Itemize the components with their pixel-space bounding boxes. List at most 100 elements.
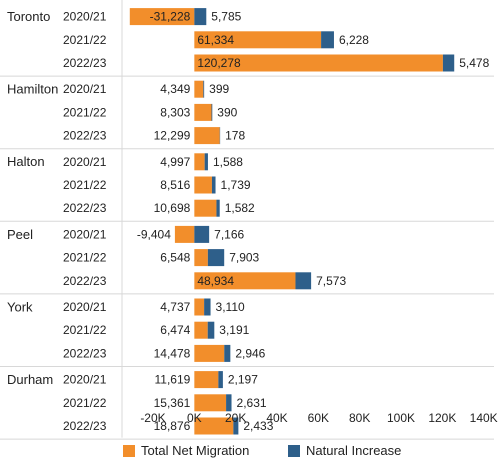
net-migration-value-label: 6,474 [160,323,190,337]
net-migration-value-label: 12,299 [154,129,191,143]
natural-increase-bar [218,371,223,389]
region-label: Hamilton [7,82,58,97]
net-migration-value-label: 4,997 [160,155,190,169]
net-migration-value-label: 10,698 [154,201,191,215]
natural-increase-bar [295,272,312,290]
natural-increase-bar [204,153,208,171]
x-tick-label: 40K [266,411,287,425]
natural-increase-value-label: 5,478 [459,56,489,70]
x-tick-label: 100K [387,411,415,425]
natural-increase-value-label: 1,582 [225,201,255,215]
x-tick-label: -20K [140,411,165,425]
natural-increase-value-label: 7,166 [214,227,244,241]
net-migration-value-label: -31,228 [150,10,191,24]
region-label: Halton [7,154,45,169]
legend: Total Net Migration Natural Increase [0,441,500,461]
natural-increase-bar [207,321,215,339]
natural-increase-bar [211,103,213,121]
net-migration-value-label: 61,334 [197,33,234,47]
net-migration-bar [194,31,322,49]
legend-label-natural-increase: Natural Increase [306,443,402,458]
year-label: 2021/22 [63,105,107,119]
net-migration-bar [194,127,220,145]
natural-increase-value-label: 2,946 [235,346,265,360]
net-migration-value-label: 11,619 [155,373,191,387]
year-label: 2021/22 [63,178,107,192]
net-migration-bar [194,54,443,72]
region-label: Toronto [7,9,50,24]
legend-label-net-migration: Total Net Migration [141,443,250,458]
net-migration-bar [194,394,227,412]
natural-increase-value-label: 3,191 [219,323,249,337]
natural-increase-bar [226,394,232,412]
natural-increase-bar [216,199,220,217]
natural-increase-bar [204,298,211,316]
net-migration-bar [194,321,208,339]
net-migration-bar [194,249,208,267]
net-migration-bar [194,344,225,362]
year-label: 2022/23 [63,201,107,215]
natural-increase-bar [321,31,334,49]
year-label: 2020/21 [63,373,107,387]
year-label: 2022/23 [63,56,107,70]
natural-increase-bar [224,344,231,362]
net-migration-value-label: 6,548 [160,251,190,265]
natural-increase-value-label: 390 [217,105,237,119]
natural-increase-value-label: 5,785 [211,10,241,24]
natural-increase-value-label: 7,903 [229,251,259,265]
x-tick-label: 60K [308,411,329,425]
natural-increase-value-label: 2,433 [243,419,273,433]
year-label: 2021/22 [63,251,107,265]
x-tick-label: 0K [187,411,202,425]
net-migration-bar [194,103,212,121]
natural-increase-bar [194,225,210,243]
net-migration-value-label: -9,404 [137,227,171,241]
net-migration-bar [194,371,219,389]
year-label: 2020/21 [63,155,107,169]
natural-increase-bar [211,176,216,194]
net-migration-value-label: 18,876 [154,419,191,433]
net-migration-bar [194,153,205,171]
net-migration-bar [194,298,205,316]
x-tick-label: 120K [428,411,456,425]
year-label: 2022/23 [63,129,107,143]
net-migration-value-label: 8,303 [160,105,190,119]
natural-increase-value-label: 1,739 [221,178,251,192]
net-migration-value-label: 8,516 [160,178,190,192]
natural-increase-value-label: 6,228 [339,33,369,47]
year-label: 2022/23 [63,419,107,433]
net-migration-value-label: 14,478 [154,346,191,360]
year-label: 2021/22 [63,323,107,337]
region-label: Durham [7,372,53,387]
year-label: 2020/21 [63,82,107,96]
legend-item-net-migration: Total Net Migration [123,443,249,458]
natural-increase-bar [203,80,205,98]
natural-increase-bar [233,417,239,435]
legend-swatch-natural-increase [288,444,300,457]
net-migration-bar [174,225,195,243]
year-label: 2021/22 [63,396,107,410]
natural-increase-value-label: 2,197 [228,373,258,387]
natural-increase-value-label: 178 [225,129,245,143]
year-label: 2021/22 [63,33,107,47]
year-label: 2020/21 [63,300,107,314]
natural-increase-bar [442,54,455,72]
net-migration-value-label: 4,737 [160,300,190,314]
net-migration-bar [194,80,204,98]
region-label: York [7,299,33,314]
x-tick-label: 140K [470,411,498,425]
natural-increase-value-label: 1,588 [213,155,243,169]
year-label: 2020/21 [63,10,107,24]
natural-increase-bar [194,8,207,26]
net-migration-bar [194,176,212,194]
net-migration-bar [194,199,217,217]
net-migration-value-label: 48,934 [197,274,234,288]
year-label: 2022/23 [63,274,107,288]
net-migration-value-label: 4,349 [160,82,190,96]
natural-increase-value-label: 2,631 [237,396,267,410]
x-tick-label: 20K [225,411,246,425]
legend-swatch-net-migration [123,444,135,457]
net-migration-bar [194,417,234,435]
year-label: 2020/21 [63,227,107,241]
